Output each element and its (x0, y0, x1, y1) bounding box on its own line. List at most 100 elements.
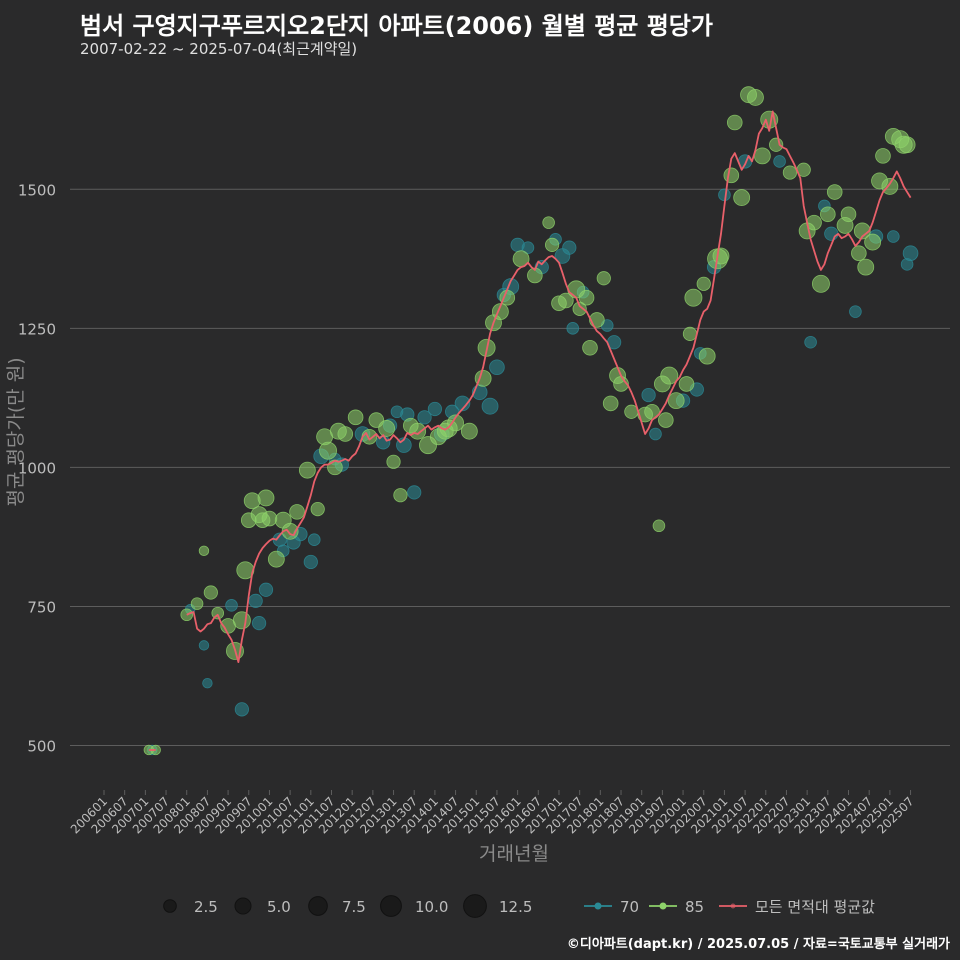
data-point-70 (521, 241, 535, 254)
data-point-85 (853, 222, 871, 240)
data-point-85 (682, 326, 698, 341)
data-point-70 (489, 359, 505, 376)
y-tick-label: 1000 (18, 459, 56, 477)
source-caption: ©디아파트(dapt.kr) / 2025.07.05 / 자료=국토교통부 실… (566, 937, 950, 952)
data-point-85 (782, 165, 798, 180)
data-point-85 (875, 148, 891, 164)
data-point-85 (558, 292, 574, 309)
data-point-85 (327, 459, 343, 476)
series-legend-label: 70 (620, 898, 639, 916)
data-point-85 (460, 422, 478, 440)
data-point-85 (232, 611, 251, 630)
data-point-85 (723, 167, 740, 184)
y-tick-label: 1250 (18, 320, 56, 338)
chart-subtitle: 2007-02-22 ~ 2025-07-04(최근계약일) (80, 40, 358, 58)
data-point-85 (203, 585, 218, 600)
data-point-70 (407, 485, 422, 500)
legend: 2.5 5.0 7.5 10.0 12.5 70 85 모든 면적대 평균값 (163, 894, 875, 918)
data-point-85 (596, 271, 611, 286)
data-point-70 (641, 387, 656, 403)
data-point-85 (386, 454, 401, 469)
data-point-85 (602, 395, 619, 412)
data-point-85 (198, 545, 210, 557)
data-point-85 (190, 597, 204, 610)
series-legend-dot (594, 902, 602, 910)
data-point-70 (887, 230, 900, 243)
size-legend-circle (234, 897, 252, 915)
size-legend-circle (308, 896, 328, 916)
data-point-85 (361, 428, 378, 445)
data-point-85 (474, 369, 492, 387)
x-axis-label: 거래년월 (479, 843, 549, 865)
data-point-85 (544, 237, 560, 252)
data-point-85 (753, 147, 771, 165)
series-legend-label: 85 (685, 898, 704, 916)
scatter-points (143, 86, 919, 756)
data-point-85 (393, 488, 408, 503)
data-point-85 (289, 504, 305, 520)
data-point-85 (857, 258, 875, 276)
data-point-70 (307, 533, 321, 546)
size-legend-circle (463, 894, 487, 918)
series-legend-dot (730, 903, 736, 909)
data-point-70 (198, 640, 210, 651)
average-price-line (186, 110, 912, 663)
data-point-85 (447, 414, 464, 432)
data-point-70 (902, 245, 919, 262)
data-point-70 (454, 395, 471, 412)
data-point-85 (319, 441, 338, 460)
data-point-85 (678, 376, 695, 392)
series-legend-dot (659, 902, 667, 910)
x-tick-labels: 2006012006072007012007072008012008072009… (68, 790, 917, 837)
data-point-85 (851, 245, 867, 262)
data-point-85 (409, 422, 427, 440)
data-point-85 (684, 288, 703, 307)
data-point-70 (562, 240, 577, 255)
size-legend-circle (380, 895, 402, 917)
grid-lines (70, 188, 950, 746)
data-point-70 (225, 599, 238, 612)
data-point-85 (811, 274, 830, 293)
y-axis-label: 평균 평당가(만 원) (5, 357, 27, 506)
data-point-70 (849, 305, 862, 318)
average-line-layer (148, 110, 912, 751)
data-point-85 (652, 519, 666, 533)
y-tick-label: 1500 (18, 181, 56, 199)
data-point-85 (267, 550, 285, 568)
data-point-85 (542, 216, 555, 229)
size-legend-circle (163, 899, 177, 913)
data-point-70 (417, 410, 432, 425)
data-point-85 (347, 409, 364, 426)
data-point-70 (773, 155, 786, 168)
data-point-85 (660, 366, 679, 385)
data-point-70 (234, 702, 249, 717)
data-point-85 (572, 301, 587, 316)
data-point-70 (202, 678, 213, 689)
size-legend-label: 5.0 (267, 898, 291, 916)
data-point-70 (427, 401, 442, 417)
data-point-85 (261, 510, 278, 527)
data-point-85 (578, 289, 595, 306)
data-point-85 (840, 206, 857, 223)
size-legend-label: 2.5 (194, 898, 218, 916)
data-point-85 (257, 489, 275, 507)
data-point-85 (658, 412, 674, 428)
data-point-70 (649, 427, 662, 441)
y-tick-label: 500 (27, 738, 56, 756)
series-legend-label: 모든 면적대 평균값 (755, 898, 875, 916)
data-point-85 (747, 89, 764, 106)
data-point-85 (898, 136, 916, 154)
data-point-70 (804, 335, 817, 349)
data-point-70 (248, 593, 263, 608)
data-point-85 (696, 276, 711, 291)
data-point-85 (298, 461, 316, 479)
data-point-70 (258, 582, 274, 597)
data-point-85 (310, 501, 325, 517)
data-point-70 (303, 554, 318, 570)
data-point-85 (864, 233, 882, 251)
data-point-85 (820, 206, 836, 223)
data-point-70 (824, 226, 839, 241)
data-point-85 (726, 114, 743, 131)
data-point-85 (881, 178, 899, 195)
